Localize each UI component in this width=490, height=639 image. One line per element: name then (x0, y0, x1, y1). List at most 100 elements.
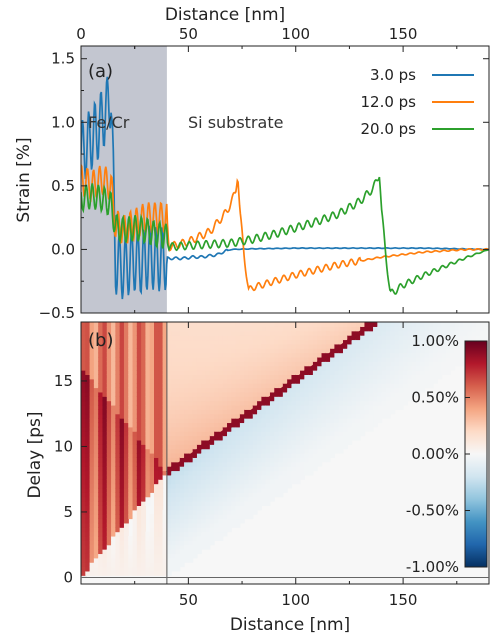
heatmap-cell (351, 361, 357, 367)
heatmap-cell (244, 448, 250, 454)
heatmap-cell (287, 391, 293, 397)
heatmap-cell (403, 391, 408, 397)
heatmap-cell (317, 387, 323, 393)
heatmap-cell (300, 413, 305, 419)
heatmap-cell (205, 322, 211, 327)
heatmap-cell (149, 518, 155, 524)
heatmap-cell (209, 431, 215, 437)
heatmap-cell (282, 391, 288, 397)
heatmap-cell (304, 387, 310, 393)
heatmap-cell (115, 570, 121, 576)
heatmap-cell (111, 444, 116, 450)
heatmap-cell (102, 531, 108, 537)
heatmap-cell (347, 374, 353, 380)
heatmap-cell (149, 527, 155, 533)
heatmap-cell (179, 522, 185, 528)
heatmap-cell (166, 444, 172, 450)
heatmap-cell (93, 343, 99, 349)
heatmap-cell (201, 335, 207, 341)
heatmap-cell (132, 566, 138, 572)
heatmap-cell (355, 396, 361, 402)
heatmap-cell (227, 352, 232, 358)
heatmap-cell (222, 409, 228, 415)
heatmap-cell (184, 518, 189, 524)
heatmap-cell (269, 470, 275, 476)
heatmap-cell (196, 348, 202, 354)
heatmap-cell (106, 383, 112, 389)
heatmap-cell (98, 348, 104, 354)
heatmap-cell (136, 544, 142, 550)
heatmap-cell (265, 404, 271, 410)
heatmap-cell (179, 487, 185, 493)
heatmap-cell (111, 492, 116, 498)
heatmap-cell (394, 335, 400, 341)
heatmap-cell (154, 365, 159, 371)
heatmap-cell (441, 335, 447, 341)
heatmap-cell (98, 422, 104, 428)
heatmap-cell (227, 348, 232, 354)
heatmap-cell (98, 322, 104, 327)
heatmap-cell (89, 492, 95, 498)
heatmap-cell (334, 370, 340, 375)
heatmap-cell (317, 409, 323, 415)
heatmap-cell (347, 396, 353, 402)
heatmap-cell (119, 387, 125, 393)
heatmap-cell (411, 322, 417, 327)
heatmap-cell (355, 326, 361, 332)
heatmap-cell (192, 383, 198, 389)
heatmap-cell (201, 370, 207, 375)
heatmap-cell (347, 409, 353, 415)
heatmap-cell (128, 322, 134, 327)
heatmap-cell (81, 413, 86, 419)
heatmap-cell (115, 514, 121, 520)
heatmap-cell (317, 370, 323, 375)
heatmap-cell (123, 487, 129, 493)
heatmap-cell (81, 544, 86, 550)
heatmap-cell (257, 356, 262, 362)
heatmap-cell (244, 496, 250, 502)
heatmap-cell (411, 348, 417, 354)
heatmap-cell (196, 479, 202, 485)
heatmap-cell (192, 457, 198, 463)
heatmap-cell (330, 409, 335, 415)
heatmap-cell (300, 444, 305, 450)
heatmap-cell (209, 396, 215, 402)
heatmap-cell (89, 553, 95, 559)
heatmap-cell (93, 448, 99, 454)
heatmap-cell (364, 404, 370, 410)
heatmap-cell (188, 335, 194, 341)
strain-profile-panel: 0 50 100 150 −0.50.00.51.01.5 Distance [nm]… (14, 5, 490, 322)
heatmap-cell (171, 496, 177, 502)
heatmap-cell (458, 348, 464, 354)
heatmap-cell (201, 356, 207, 362)
heatmap-cell (278, 400, 284, 406)
heatmap-cell (351, 326, 357, 332)
heatmap-cell (239, 378, 245, 384)
heatmap-cell (274, 422, 280, 428)
heatmap-cell (89, 474, 95, 480)
heatmap-cell (158, 409, 164, 415)
heatmap-cell (317, 356, 323, 362)
heatmap-cell (149, 343, 155, 349)
heatmap-cell (300, 383, 305, 389)
heatmap-cell (89, 518, 95, 524)
heatmap-cell (179, 404, 185, 410)
heatmap-cell (98, 562, 104, 568)
heatmap-cell (123, 409, 129, 415)
heatmap-cell (312, 374, 318, 380)
heatmap-cell (312, 391, 318, 397)
heatmap-cell (398, 370, 404, 375)
heatmap-cell (411, 343, 417, 349)
heatmap-cell (244, 492, 250, 498)
heatmap-cell (171, 374, 177, 380)
heatmap-cell (235, 501, 241, 506)
heatmap-cell (89, 335, 95, 341)
heatmap-cell (239, 352, 245, 358)
heatmap-cell (407, 356, 413, 362)
heatmap-cell (205, 339, 211, 345)
heatmap-cell (89, 435, 95, 441)
heatmap-cell (184, 322, 189, 327)
fe-cr-region-label: Fe/Cr (88, 113, 130, 132)
heatmap-cell (205, 413, 211, 419)
heatmap-cell (98, 326, 104, 332)
